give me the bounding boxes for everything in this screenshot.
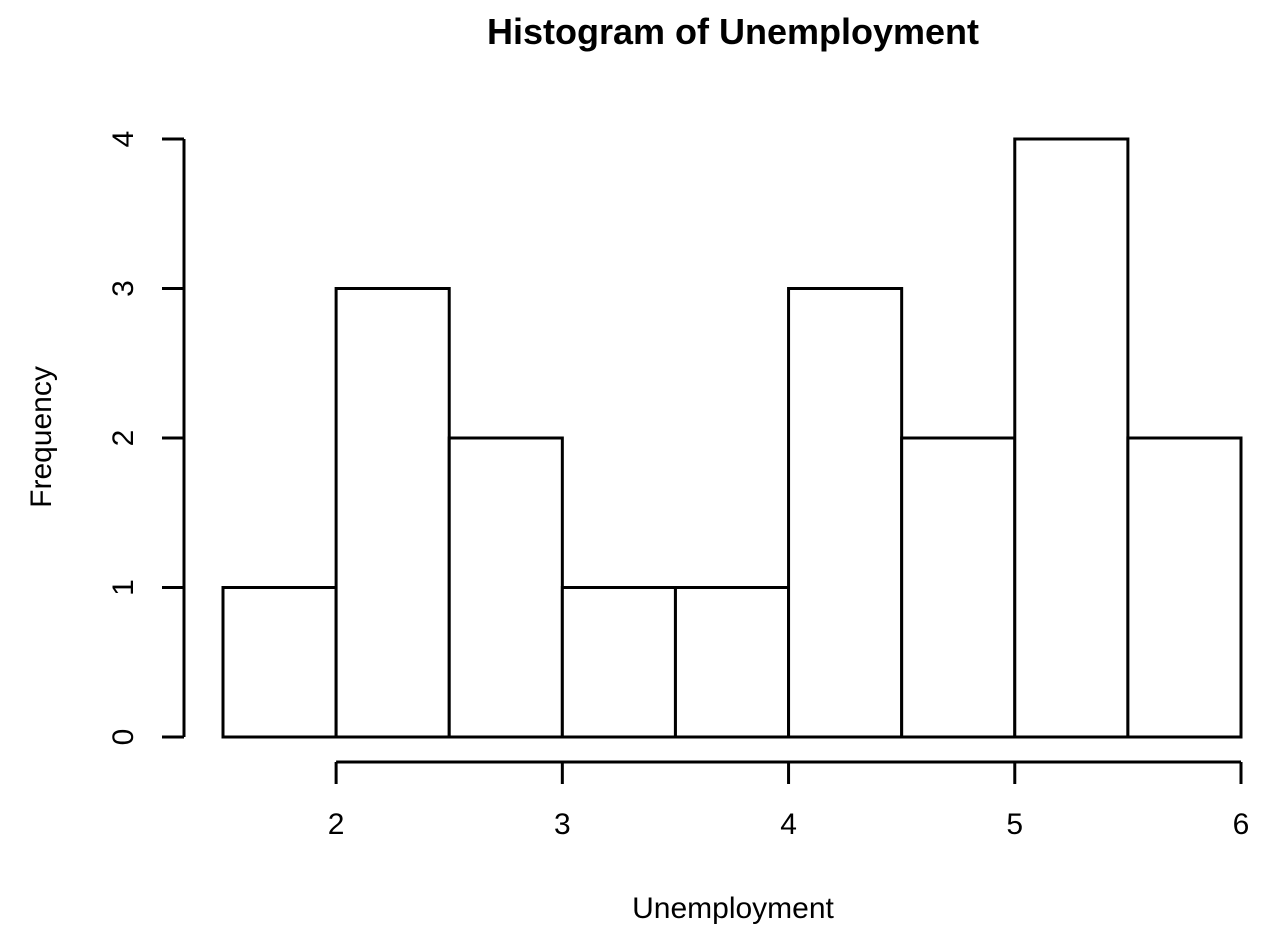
histogram-bar-5 <box>673 586 791 739</box>
histogram-bar-2 <box>334 287 451 739</box>
x-axis: 2 3 4 5 6 <box>328 760 1250 841</box>
chart-title: Histogram of Unemployment <box>487 11 979 52</box>
y-axis: 0 1 2 3 4 <box>107 131 186 746</box>
y-axis-label: Frequency <box>25 366 58 508</box>
y-tick-label-3: 3 <box>107 280 140 297</box>
y-tick-label-0: 0 <box>107 729 140 746</box>
y-tick-label-1: 1 <box>107 579 140 596</box>
histogram-bar-1 <box>221 586 338 739</box>
x-tick-label-2: 2 <box>328 808 345 841</box>
x-tick-label-5: 5 <box>1006 808 1023 841</box>
histogram-bar-6 <box>787 287 904 739</box>
y-tick-label-2: 2 <box>107 430 140 447</box>
histogram-bar-3 <box>447 436 564 739</box>
histogram-bar-9 <box>1126 436 1243 739</box>
histogram-bar-8 <box>1013 137 1130 739</box>
histogram-bar-4 <box>560 586 677 739</box>
histogram-bar-7 <box>900 436 1017 739</box>
x-tick-label-4: 4 <box>780 808 797 841</box>
x-axis-label: Unemployment <box>632 892 834 925</box>
bars-group <box>221 137 1243 739</box>
y-tick-label-4: 4 <box>107 131 140 148</box>
x-tick-label-3: 3 <box>554 808 571 841</box>
x-tick-label-6: 6 <box>1233 808 1250 841</box>
